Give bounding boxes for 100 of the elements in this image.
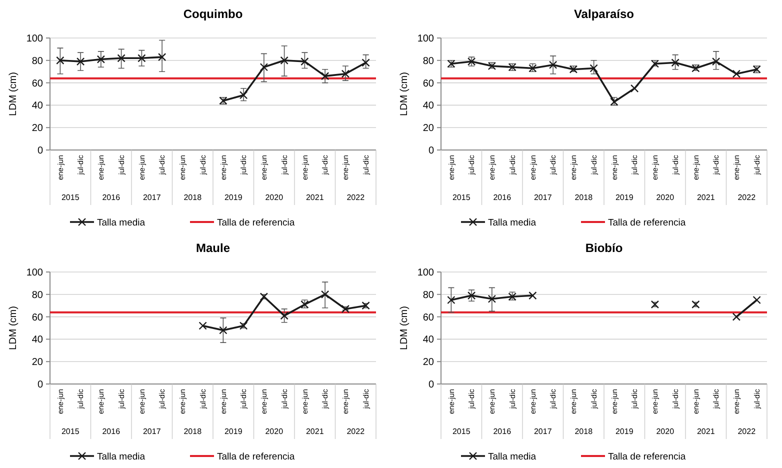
legend-label: Talla media [97,451,146,462]
y-tick-label: 20 [32,123,44,134]
text: 2021 [696,193,716,202]
legend-label: Talla media [97,217,146,228]
y-tick-label: 40 [422,334,434,346]
point [712,57,720,66]
point [56,56,64,64]
legend-label: Talla de referencia [608,217,686,228]
y-tick-label: 0 [428,380,434,390]
text: 2016 [102,427,121,436]
point [732,70,741,78]
y-tick-label: 0 [37,146,44,156]
point [280,312,288,320]
y-tick-label: 60 [422,312,434,324]
text: 2019 [615,193,634,202]
point [752,296,761,304]
point [158,52,166,62]
point [219,326,228,334]
text: 2018 [574,427,594,436]
text: 2021 [306,193,324,202]
text: 2022 [738,427,756,436]
y-tick-label: 100 [417,268,434,278]
point [260,63,268,72]
y-tick-label: 60 [422,78,434,90]
text: 2020 [656,193,675,202]
legend-label: Talla de referencia [217,451,296,462]
text: 2015 [61,427,80,436]
text: 2021 [696,427,716,436]
y-tick-label: 80 [32,290,44,301]
point [239,91,248,100]
y-tick-label: 80 [422,290,434,301]
text: 2015 [61,193,80,202]
point [96,55,106,64]
y-tick-label: 0 [428,146,434,156]
point [447,296,456,304]
text: 2019 [224,427,243,436]
point [76,57,85,66]
legend-label: Talla media [488,217,537,228]
text: 2021 [306,427,324,436]
point [320,290,330,298]
text: 2020 [265,427,284,436]
point [117,54,126,62]
text: 2015 [452,427,471,436]
chart-title: Biobío [585,241,623,255]
text: 2019 [224,193,243,202]
point [630,84,639,92]
y-tick-label: 100 [26,268,44,278]
y-tick-label: 60 [32,78,44,90]
point [488,294,496,303]
point [362,58,370,67]
y-tick-label: 80 [32,56,44,67]
text: 2018 [184,193,202,202]
point [548,60,558,69]
point [671,58,680,67]
legend-label: Talla media [488,451,537,462]
y-tick-label: 100 [417,34,434,44]
y-tick-label: 40 [32,100,44,112]
point [138,54,146,62]
y-tick-label: 20 [422,123,434,134]
y-axis-title: LDM (cm) [8,306,19,350]
point [590,64,598,72]
legend-label: Talla de referencia [608,451,686,462]
y-tick-label: 20 [32,357,44,368]
text: 2018 [184,427,202,436]
y-tick-label: 20 [422,357,434,368]
text: 2022 [346,427,366,436]
point [732,312,741,321]
y-axis-title: LDM (cm) [8,72,19,116]
text: 2022 [738,193,756,202]
point [198,322,207,330]
text: 2017 [142,193,162,202]
text: 2019 [615,427,634,436]
point [341,304,350,314]
y-tick-label: 60 [32,312,44,324]
point [341,70,350,78]
text: 2016 [493,193,512,202]
text: 2016 [493,427,512,436]
text: 2016 [102,193,121,202]
text: 2015 [452,193,471,202]
text: 2017 [534,427,552,436]
text: 2020 [656,427,675,436]
legend-label: Talla de referencia [217,217,296,228]
chart-title: Coquimbo [183,7,243,21]
point [528,291,537,300]
point [320,72,330,80]
point [300,57,309,66]
point [280,56,288,64]
text: 2017 [142,427,162,436]
text: 2020 [265,193,284,202]
y-tick-label: 80 [422,56,434,67]
text: 2018 [574,193,594,202]
chart-title: Maule [196,241,230,255]
text: 2017 [534,193,552,202]
text: 2022 [346,193,366,202]
chart-title: Valparaíso [574,7,634,21]
y-tick-label: 0 [37,380,44,390]
y-tick-label: 100 [26,34,44,44]
y-axis-title: LDM (cm) [399,306,410,350]
y-tick-label: 40 [422,100,434,112]
y-axis-title: LDM (cm) [399,72,410,116]
